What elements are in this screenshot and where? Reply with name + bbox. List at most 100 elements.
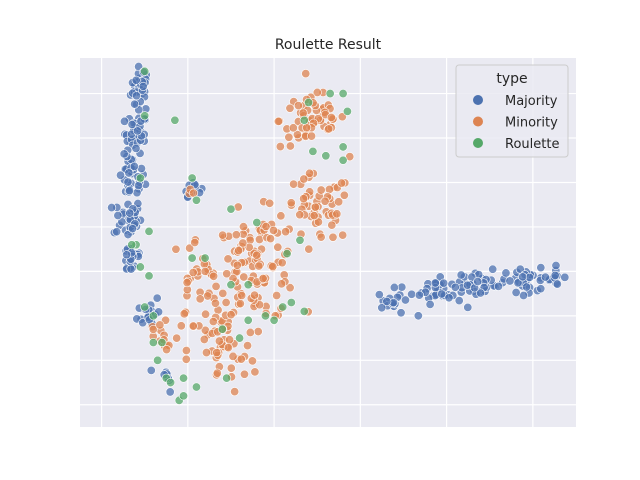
minority-point — [252, 250, 262, 260]
majority-point — [124, 168, 134, 178]
majority-point — [146, 365, 156, 375]
majority-point — [107, 203, 117, 213]
minority-point — [334, 197, 344, 207]
minority-point — [223, 343, 233, 353]
roulette-point — [243, 315, 253, 325]
majority-point — [552, 279, 562, 289]
roulette-point — [338, 155, 348, 165]
roulette-point — [260, 311, 270, 321]
minority-point — [301, 69, 311, 79]
roulette-point — [140, 302, 150, 312]
minority-point — [190, 237, 200, 247]
minority-point — [232, 260, 242, 270]
majority-point — [536, 284, 546, 294]
minority-point — [230, 387, 240, 397]
legend-label-majority: Majority — [505, 94, 558, 109]
majority-point — [450, 282, 460, 292]
minority-point — [289, 179, 299, 189]
majority-point — [551, 260, 561, 270]
legend-title: type — [496, 71, 527, 87]
majority-point — [165, 387, 175, 397]
majority-point — [400, 295, 410, 305]
minority-point — [226, 310, 236, 320]
majority-point — [430, 278, 440, 288]
minority-point — [265, 234, 275, 244]
majority-point — [473, 277, 483, 287]
minority-point — [285, 103, 295, 113]
minority-point — [221, 297, 231, 307]
minority-point — [254, 234, 264, 244]
minority-point — [316, 232, 326, 242]
majority-point — [377, 303, 387, 313]
roulette-point — [144, 271, 154, 281]
minority-point — [285, 283, 295, 293]
minority-point — [299, 174, 309, 184]
minority-point — [225, 335, 235, 345]
majority-point — [133, 126, 143, 136]
majority-point — [518, 272, 528, 282]
minority-point — [211, 281, 221, 291]
majority-point — [129, 161, 139, 171]
roulette-point — [191, 195, 201, 205]
legend-label-roulette: Roulette — [505, 137, 559, 152]
roulette-point — [148, 311, 158, 321]
minority-point — [312, 87, 322, 97]
data-points — [107, 62, 570, 405]
legend: type Majority Minority Roulette — [455, 64, 569, 158]
majority-point — [550, 270, 560, 280]
minority-point — [254, 261, 264, 271]
majority-point — [505, 276, 515, 286]
minority-point — [214, 336, 224, 346]
majority-point — [413, 311, 423, 321]
minority-point — [209, 271, 219, 281]
minority-point — [281, 227, 291, 237]
minority-point — [293, 101, 303, 111]
minority-point — [310, 202, 320, 212]
minority-point — [148, 324, 158, 334]
minority-point — [295, 210, 305, 220]
minority-point — [237, 290, 247, 300]
minority-point — [338, 230, 348, 240]
roulette-point — [148, 338, 158, 348]
majority-point — [425, 299, 435, 309]
minority-point — [275, 142, 285, 152]
minority-point — [305, 168, 315, 178]
minority-point — [201, 309, 211, 319]
minority-point — [218, 230, 228, 240]
minority-point — [339, 190, 349, 200]
roulette-point — [153, 355, 163, 365]
minority-point — [199, 334, 209, 344]
majority-point — [437, 289, 447, 299]
majority-point — [130, 99, 140, 109]
legend-marker-roulette — [473, 138, 483, 148]
minority-point — [155, 320, 165, 330]
majority-point — [396, 308, 406, 318]
majority-point — [456, 270, 466, 280]
minority-point — [316, 185, 326, 195]
minority-point — [238, 238, 248, 248]
minority-point — [212, 368, 222, 378]
majority-point — [454, 296, 464, 306]
minority-point — [188, 321, 198, 331]
minority-point — [171, 244, 181, 254]
roulette-point — [217, 324, 227, 334]
majority-point — [126, 264, 136, 274]
majority-point — [536, 263, 546, 273]
minority-point — [268, 261, 278, 271]
minority-point — [307, 131, 317, 141]
majority-point — [152, 293, 162, 303]
minority-point — [247, 356, 257, 366]
majority-point — [414, 290, 424, 300]
roulette-point — [278, 302, 288, 312]
minority-point — [218, 288, 228, 298]
roulette-point — [338, 89, 348, 99]
roulette-point — [191, 382, 201, 392]
roulette-point — [144, 226, 154, 236]
minority-point — [176, 321, 186, 331]
chart-title: Roulette Result — [275, 37, 382, 53]
majority-point — [463, 302, 473, 312]
minority-point — [162, 345, 172, 355]
majority-point — [439, 278, 449, 288]
minority-point — [210, 298, 220, 308]
majority-point — [125, 208, 135, 218]
